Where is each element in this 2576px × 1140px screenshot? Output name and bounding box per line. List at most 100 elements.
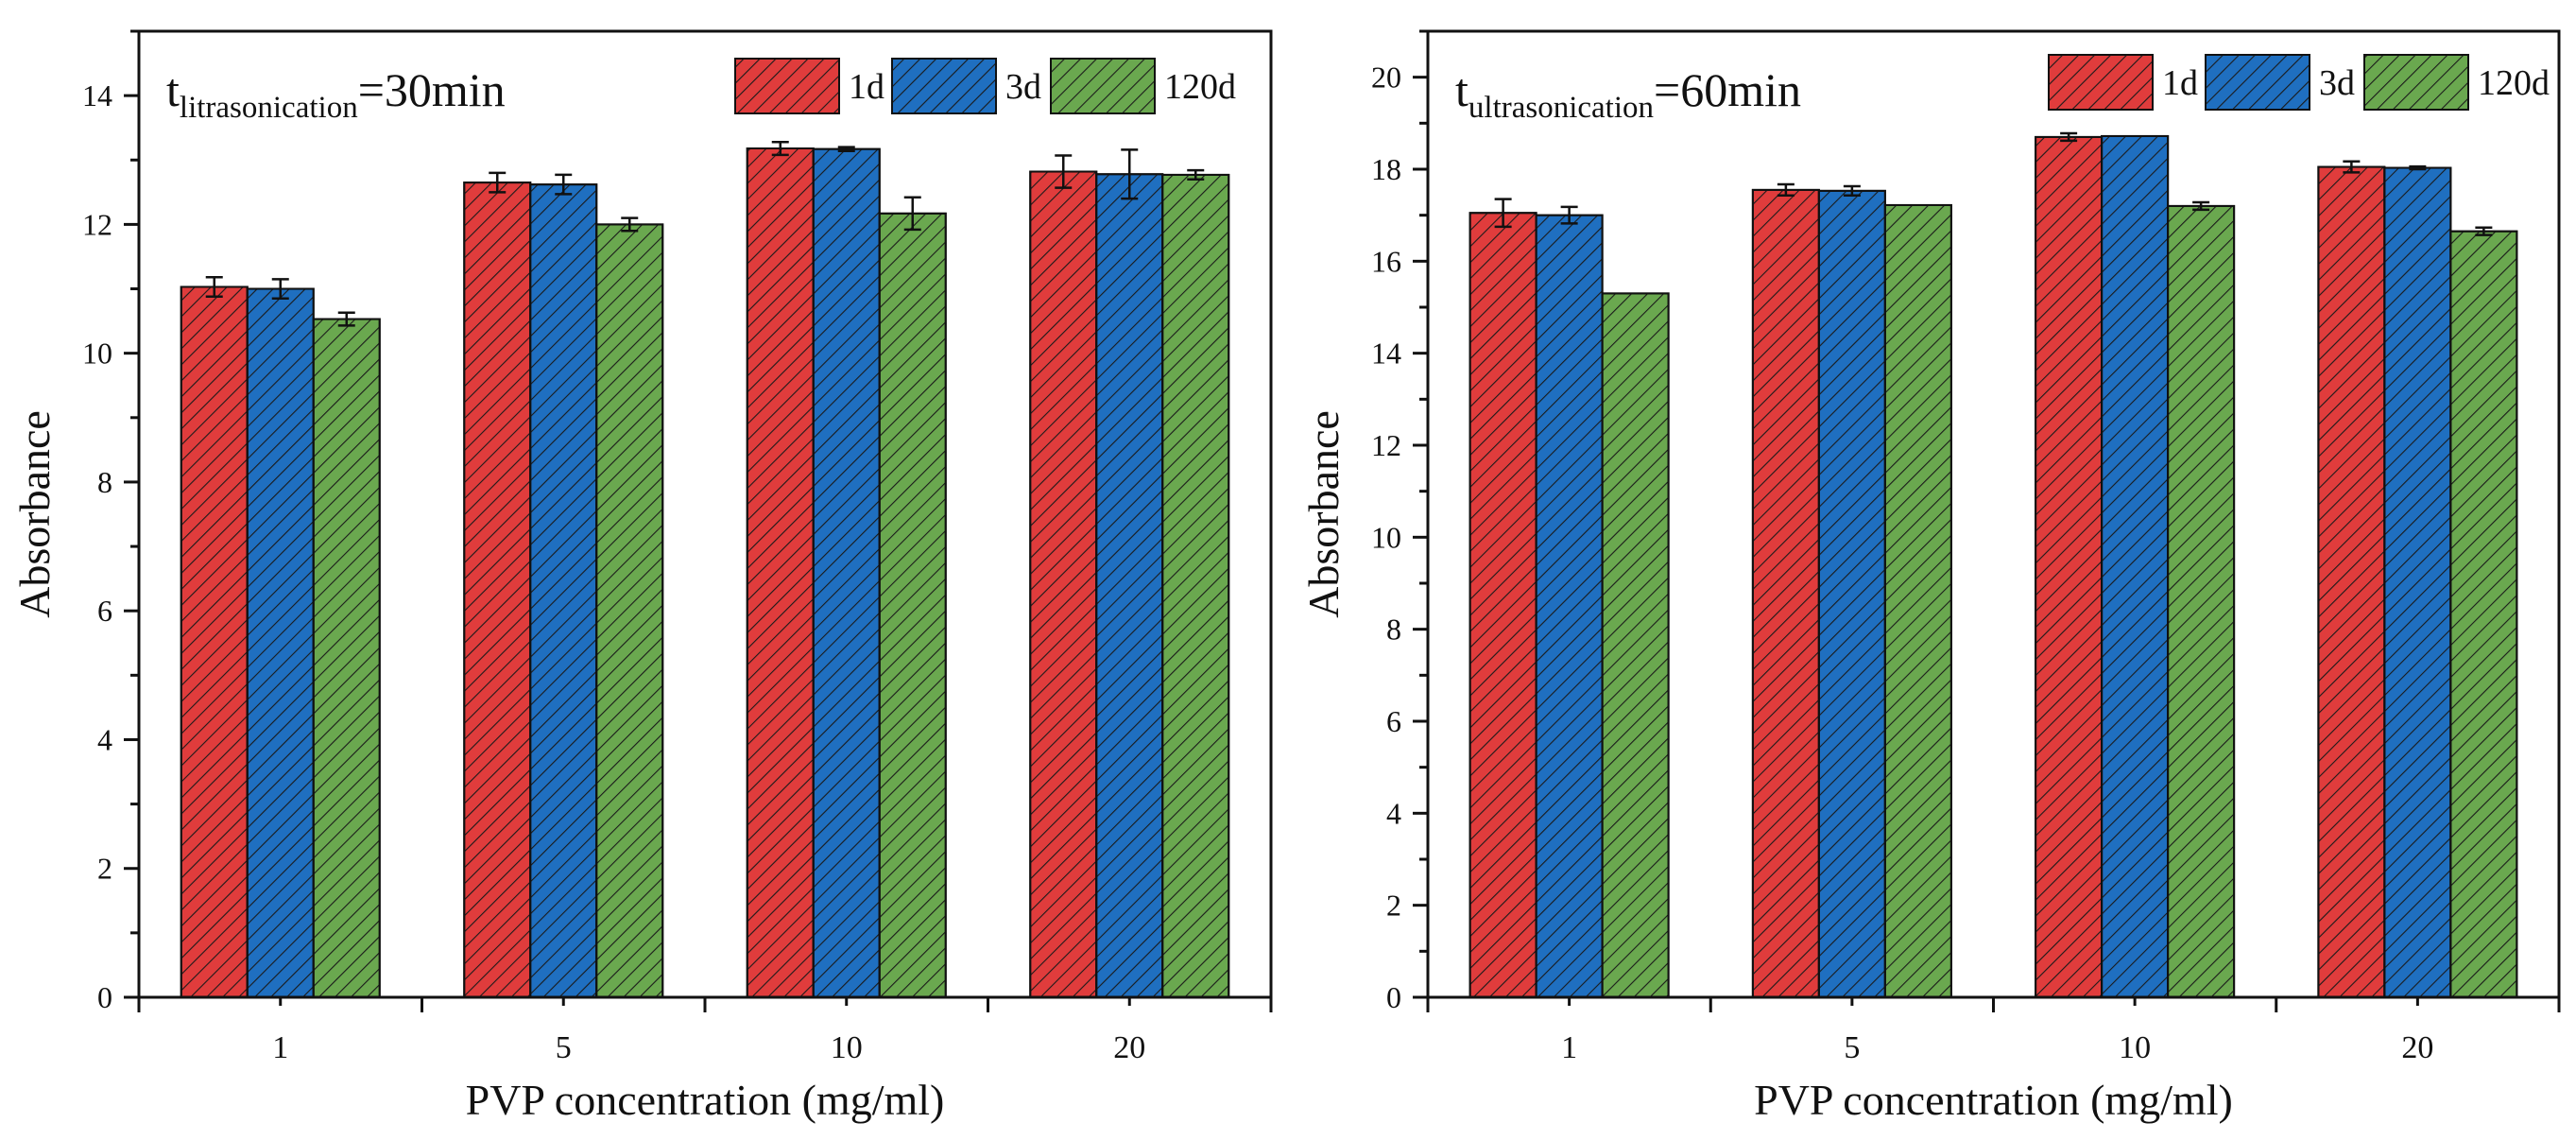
y-tick-label: 12 — [82, 207, 112, 241]
y-tick-label: 2 — [1386, 889, 1401, 923]
error-bar-3d-1 — [271, 278, 289, 301]
bar-hatch-1d-10 — [2035, 135, 2104, 998]
bar-hatch-120d-20 — [2449, 230, 2518, 998]
y-tick-label: 12 — [1371, 428, 1401, 462]
bars-group — [180, 147, 1230, 999]
error-bar-1d-10 — [771, 140, 789, 157]
y-axis-label: Absorbance — [1299, 410, 1348, 618]
error-bar-3d-10 — [837, 146, 855, 152]
bar-hatch-1d-1 — [1468, 212, 1537, 998]
chart-panel-left: 0 2 4 6 8 10 12 14 1 5 10 20 Absorbance PVP concen… — [10, 29, 1273, 1124]
error-bar-1d-20 — [1055, 154, 1073, 189]
x-axis-label: PVP concentration (mg/ml) — [1754, 1076, 2233, 1124]
x-axis-ticks: 1 5 10 20 — [137, 997, 1273, 1065]
y-axis-ticks: 0 2 4 6 8 10 12 14 — [82, 29, 139, 1014]
bars-group — [1468, 134, 2518, 999]
y-axis-ticks: 0 2 4 6 8 10 12 14 16 18 20 — [1371, 29, 1428, 1014]
error-bar-120d-10 — [2192, 200, 2210, 212]
error-bars-group — [1494, 131, 2493, 236]
y-tick-label: 10 — [82, 337, 112, 371]
x-tick-label: 20 — [1113, 1030, 1145, 1065]
title-suffix: =30min — [358, 63, 506, 116]
y-tick-label: 18 — [1371, 152, 1401, 186]
error-bar-120d-20 — [2475, 226, 2493, 236]
legend-swatch-hatch — [2363, 54, 2469, 111]
y-tick-label: 14 — [1371, 337, 1401, 371]
legend-label: 1d — [2162, 63, 2198, 103]
x-tick-label: 20 — [2401, 1030, 2433, 1065]
x-tick-label: 1 — [272, 1030, 288, 1065]
error-bar-120d-20 — [1187, 168, 1205, 181]
bar-hatch-3d-1 — [246, 287, 315, 998]
y-tick-label: 6 — [97, 594, 112, 628]
title-main: t — [166, 63, 180, 116]
legend-label: 1d — [849, 67, 884, 107]
legend-item-3d: 3d — [2205, 54, 2355, 111]
error-bar-1d-20 — [2343, 160, 2361, 174]
error-bar-3d-1 — [1560, 205, 1578, 225]
legend-item-1d: 1d — [2048, 54, 2198, 111]
legend-swatch-hatch — [734, 58, 840, 114]
legend-label: 120d — [2478, 63, 2550, 103]
legend-item-120d: 120d — [2363, 54, 2550, 111]
bar-hatch-1d-10 — [746, 147, 815, 998]
bar-hatch-3d-20 — [2383, 166, 2452, 999]
legend: 1d 3d 120d — [2048, 54, 2550, 111]
y-tick-label: 6 — [1386, 704, 1401, 738]
y-tick-label: 4 — [1386, 796, 1401, 830]
x-tick-label: 10 — [831, 1030, 863, 1065]
legend-label: 120d — [1164, 67, 1236, 107]
y-tick-label: 0 — [97, 980, 112, 1014]
y-tick-label: 8 — [97, 465, 112, 499]
error-bar-120d-10 — [903, 196, 921, 232]
bar-hatch-3d-5 — [529, 183, 598, 998]
bar-hatch-1d-5 — [1751, 188, 1820, 998]
bar-hatch-3d-10 — [812, 147, 881, 998]
error-bar-1d-10 — [2060, 131, 2078, 143]
bar-hatch-3d-5 — [1817, 189, 1886, 998]
legend-swatch-hatch — [891, 58, 997, 114]
y-tick-label: 14 — [82, 78, 112, 112]
y-tick-label: 16 — [1371, 244, 1401, 278]
legend-label: 3d — [2319, 63, 2355, 103]
bar-hatch-1d-5 — [463, 181, 532, 998]
title-main: t — [1455, 63, 1468, 116]
panel-title: tlitrasonication=30min — [166, 63, 506, 125]
x-tick-label: 10 — [2119, 1030, 2151, 1065]
legend-item-1d: 1d — [734, 58, 884, 114]
y-tick-label: 8 — [1386, 613, 1401, 647]
error-bar-1d-1 — [1494, 198, 1512, 229]
bar-hatch-1d-20 — [1029, 170, 1098, 999]
title-suffix: =60min — [1654, 63, 1801, 116]
y-tick-label: 10 — [1371, 520, 1401, 554]
bar-hatch-120d-1 — [1601, 292, 1670, 998]
bar-hatch-1d-20 — [2317, 165, 2386, 999]
x-tick-label: 5 — [556, 1030, 572, 1065]
legend-item-3d: 3d — [891, 58, 1041, 114]
legend-label: 3d — [1005, 67, 1041, 107]
title-subscript: ultrasonication — [1468, 91, 1654, 125]
error-bar-120d-1 — [337, 311, 355, 327]
bar-hatch-120d-5 — [595, 223, 664, 998]
y-tick-label: 20 — [1371, 60, 1401, 95]
title-subscript: litrasonication — [180, 91, 358, 125]
legend-swatch-hatch — [2205, 54, 2310, 111]
bar-hatch-120d-10 — [878, 212, 947, 999]
panel-title: tultrasonication=60min — [1455, 63, 1801, 125]
bar-hatch-120d-10 — [2167, 204, 2236, 998]
error-bar-120d-5 — [621, 216, 639, 233]
error-bar-1d-1 — [205, 276, 223, 298]
error-bar-1d-5 — [1777, 182, 1795, 197]
error-bar-1d-5 — [489, 171, 507, 194]
x-axis-label: PVP concentration (mg/ml) — [466, 1076, 945, 1124]
legend-swatch-hatch — [2048, 54, 2154, 111]
error-bar-3d-5 — [1843, 184, 1861, 197]
error-bars-group — [205, 140, 1205, 327]
legend: 1d 3d 120d — [734, 58, 1236, 114]
y-tick-label: 0 — [1386, 980, 1401, 1014]
x-tick-label: 1 — [1561, 1030, 1577, 1065]
bar-hatch-3d-10 — [2101, 134, 2170, 998]
error-bar-3d-5 — [555, 173, 573, 196]
